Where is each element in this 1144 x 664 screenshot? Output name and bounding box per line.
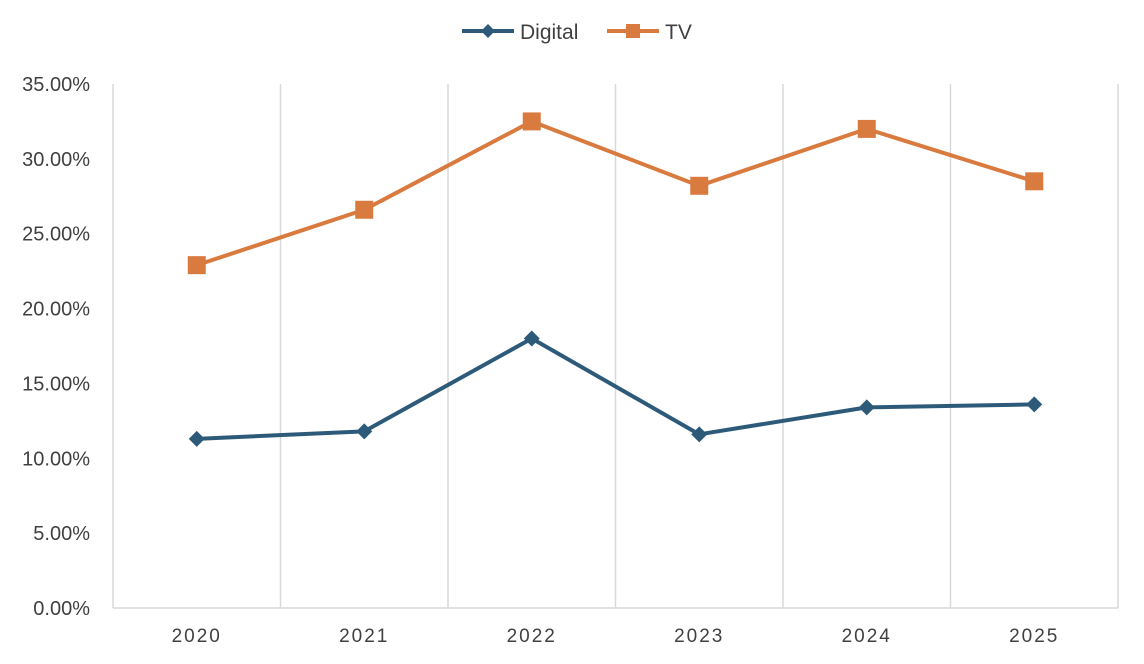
x-tick-label: 2021 — [339, 626, 389, 647]
y-tick-label: 10.00% — [22, 448, 90, 470]
data-point — [1026, 396, 1043, 413]
grid — [112, 84, 1119, 608]
data-point — [691, 426, 708, 443]
data-point — [355, 200, 374, 219]
data-point — [187, 256, 206, 275]
x-tick-label: 2022 — [507, 626, 557, 647]
data-point — [188, 430, 205, 447]
data-point — [690, 176, 709, 195]
data-point — [356, 423, 373, 440]
y-tick-label: 0.00% — [33, 598, 90, 620]
series-digital — [188, 330, 1043, 447]
x-tick-label: 2025 — [1009, 626, 1059, 647]
y-tick-label: 35.00% — [22, 74, 90, 96]
legend-label: TV — [665, 21, 692, 44]
series-tv — [187, 112, 1044, 275]
y-tick-label: 30.00% — [22, 149, 90, 171]
x-tick-label: 2024 — [842, 626, 892, 647]
axes: 0.00% 5.00% 10.00% 15.00% 20.00% 25.00% 30.00%… — [22, 74, 1118, 647]
data-point — [857, 119, 876, 138]
legend-marker-icon — [626, 24, 640, 38]
y-tick-label: 5.00% — [33, 523, 90, 545]
series — [187, 112, 1044, 447]
data-point — [522, 112, 541, 131]
data-point — [1025, 172, 1044, 191]
series-line — [194, 119, 1037, 268]
x-tick-label: 2023 — [674, 626, 724, 647]
legend: Digital TV — [462, 21, 692, 44]
legend-label: Digital — [520, 21, 578, 44]
data-point — [523, 330, 540, 347]
legend-marker-icon — [481, 24, 495, 38]
y-tick-label: 15.00% — [22, 373, 90, 395]
x-tick-label: 2020 — [172, 626, 222, 647]
y-tick-label: 25.00% — [22, 224, 90, 246]
y-tick-label: 20.00% — [22, 299, 90, 321]
data-point — [858, 399, 875, 416]
series-line — [194, 336, 1037, 441]
legend-item-tv: TV — [607, 21, 692, 44]
legend-item-digital: Digital — [462, 21, 578, 44]
